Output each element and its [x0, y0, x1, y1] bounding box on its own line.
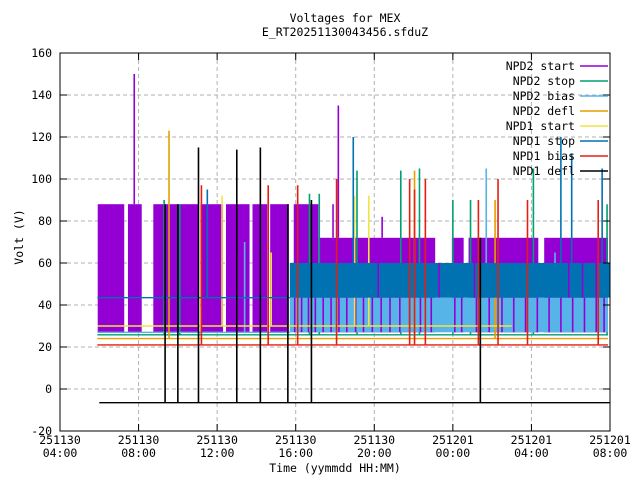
x-tick-label-time: 08:00: [593, 446, 628, 460]
series-band: [270, 204, 289, 333]
legend-label: NPD2 start: [506, 59, 575, 73]
legend-label: NPD2 bias: [513, 89, 575, 103]
chart-title: Voltages for MEX: [289, 11, 401, 25]
x-tick-label-date: 251130: [39, 433, 81, 447]
legend-item: NPD2 stop: [513, 74, 608, 88]
legend-item: NPD2 start: [506, 59, 608, 73]
legend-label: NPD2 stop: [513, 74, 575, 88]
y-tick-label: 100: [31, 172, 52, 186]
x-tick-label-date: 251130: [196, 433, 238, 447]
x-tick-label-date: 251130: [118, 433, 160, 447]
y-tick-label: 40: [38, 298, 52, 312]
legend-label: NPD2 defl: [513, 104, 575, 118]
x-tick-label-time: 04:00: [514, 446, 549, 460]
x-axis-label: Time (yymmdd HH:MM): [269, 461, 401, 475]
y-tick-label: 140: [31, 88, 52, 102]
x-tick-label-date: 251201: [589, 433, 631, 447]
y-tick-label: 80: [38, 214, 52, 228]
y-tick-label: 160: [31, 46, 52, 60]
legend-item: NPD2 bias: [513, 89, 608, 103]
x-tick-label-date: 251130: [354, 433, 396, 447]
y-tick-label: 60: [38, 256, 52, 270]
series-band: [97, 204, 125, 333]
legend-label: NPD1 defl: [513, 164, 575, 178]
series-band: [225, 204, 250, 333]
x-tick-label-time: 12:00: [200, 446, 235, 460]
y-tick-label: 20: [38, 340, 52, 354]
series-band: [153, 204, 199, 333]
x-tick-label-time: 08:00: [121, 446, 156, 460]
x-tick-label-time: 20:00: [357, 446, 392, 460]
y-tick-label: 0: [45, 382, 52, 396]
y-tick-label: 120: [31, 130, 52, 144]
series-band: [289, 263, 610, 298]
x-tick-label-time: 00:00: [436, 446, 471, 460]
series-band: [200, 204, 224, 333]
series-band: [127, 204, 142, 333]
chart-subtitle: E_RT20251130043456.sfduZ: [261, 25, 429, 39]
legend-label: NPD1 bias: [513, 149, 575, 163]
x-tick-label-date: 251130: [275, 433, 317, 447]
legend-item: NPD1 defl: [513, 164, 608, 178]
legend-item: NPD1 stop: [513, 134, 608, 148]
legend-item: NPD2 defl: [513, 104, 608, 118]
y-tick-label: -20: [31, 424, 52, 438]
legend-item: NPD1 start: [506, 119, 608, 133]
legend-label: NPD1 start: [506, 119, 575, 133]
x-tick-label-time: 04:00: [43, 446, 78, 460]
x-tick-label-time: 16:00: [278, 446, 313, 460]
x-tick-label-date: 251201: [432, 433, 474, 447]
legend-item: NPD1 bias: [513, 149, 608, 163]
x-tick-label-date: 251201: [511, 433, 553, 447]
plot-border: [59, 52, 611, 432]
legend-label: NPD1 stop: [513, 134, 575, 148]
